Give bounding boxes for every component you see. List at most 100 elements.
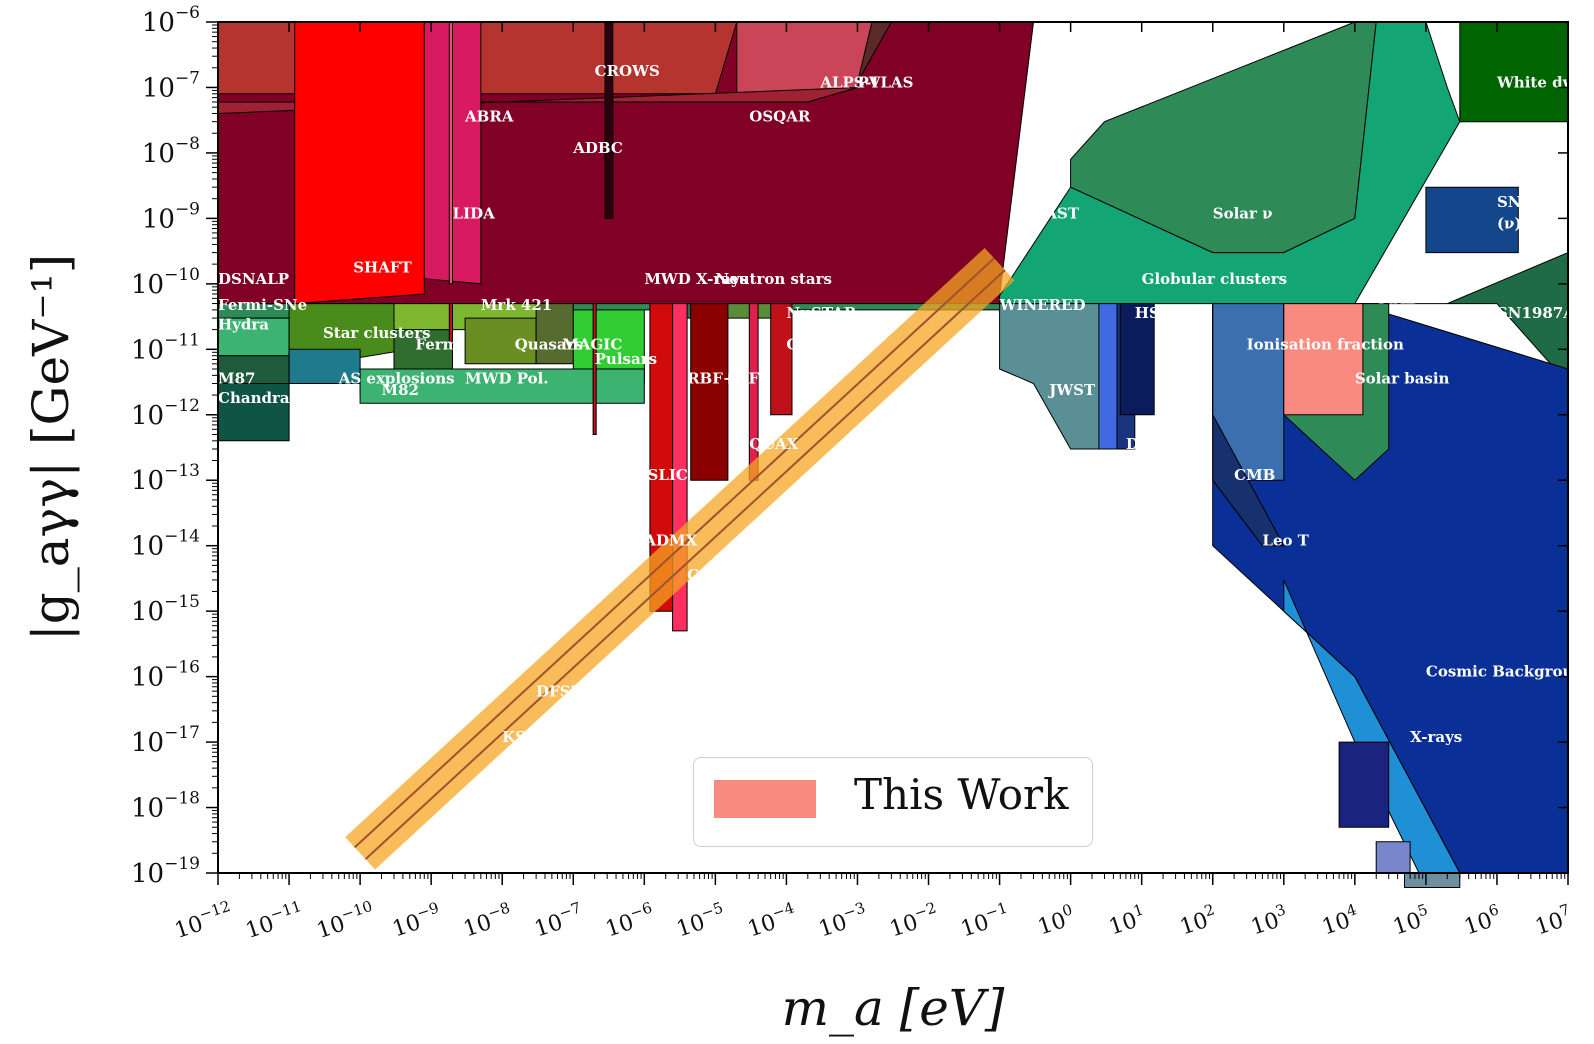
label-crows: CROWS	[595, 62, 660, 80]
region-adbc	[604, 21, 614, 219]
x-tick-exponent: 6	[1486, 900, 1501, 920]
x-tick-label: 10−2	[885, 898, 942, 942]
label-base: BASE	[465, 447, 512, 465]
label-winered: WINERED	[999, 296, 1086, 314]
y-tick-label: 10−18	[131, 789, 200, 824]
x-tick-label: 10−3	[814, 898, 871, 942]
y-tick-label: 10−15	[131, 592, 200, 627]
x-tick-label: 101	[1104, 900, 1149, 940]
y-tick-exponent: −9	[175, 199, 200, 219]
regions-layer	[217, 21, 1569, 888]
region-globular-clusters	[999, 21, 1461, 305]
label-mwd-pol: MWD Pol.	[465, 370, 548, 388]
y-tick-exponent: −13	[164, 461, 200, 481]
region-this-work	[1283, 303, 1364, 416]
qcd-axion-band	[345, 247, 1015, 870]
x-tick-exponent: −4	[770, 898, 797, 922]
band-line-ksvz	[364, 269, 1006, 860]
label-hst: HST	[1142, 500, 1179, 518]
region-white-dwarfs	[1459, 21, 1569, 123]
x-tick-label: 102	[1175, 900, 1220, 940]
region-organ	[770, 303, 793, 416]
x-tick-exponent: 5	[1415, 900, 1430, 920]
label-chandra: Chandra	[218, 389, 290, 407]
label-adbc: ADBC	[572, 139, 623, 157]
region-mwd-pol	[359, 368, 645, 404]
x-tick-exponent: −2	[912, 898, 939, 922]
y-tick-label: 10−16	[131, 658, 200, 693]
x-tick-exponent: −6	[628, 898, 655, 922]
label-quax: QUAX	[749, 435, 798, 453]
label-magic: MAGIC	[562, 335, 622, 353]
x-tick-label: 107	[1531, 900, 1576, 940]
label-: (ν)	[1497, 215, 1522, 233]
region-base	[448, 303, 453, 350]
region-cmb	[1212, 303, 1285, 547]
x-tick-exponent: −7	[557, 898, 584, 922]
label-leo-t: Leo T	[1262, 532, 1309, 550]
label-solar: Solar ν	[1213, 204, 1273, 222]
x-tick-exponent: −9	[415, 898, 442, 922]
label-sn1987a: SN1987A	[1497, 193, 1575, 211]
region-nustar	[1375, 841, 1411, 874]
y-tick-label: 10−17	[131, 723, 200, 758]
label-star-clusters: Star clusters	[323, 324, 431, 342]
x-tick-label: 10−11	[241, 897, 307, 944]
label-m87: M87	[218, 370, 255, 388]
x-tick-exponent: −10	[339, 897, 375, 924]
region-muse	[1098, 303, 1118, 450]
y-tick-exponent: −11	[164, 330, 200, 350]
label-fermi-sne: Fermi-SNe	[218, 296, 307, 314]
label-alps-i: ALPS-I	[819, 73, 878, 91]
region-quax	[748, 303, 759, 481]
label-admxslic: ADMXSLIC	[594, 466, 688, 484]
legend-swatch	[714, 780, 816, 818]
label-desi: DESI	[1126, 435, 1168, 453]
label-capp: CAPP	[687, 566, 733, 584]
label-muse: MUSE	[1105, 500, 1157, 518]
label-rbf-uf: RBF+UF	[687, 370, 759, 388]
x-tick-label: 10−5	[672, 898, 729, 942]
x-tick-label: 104	[1318, 900, 1363, 940]
y-tick-exponent: −16	[164, 658, 200, 678]
y-tick-exponent: −8	[175, 134, 200, 154]
x-tick-label: 106	[1460, 900, 1505, 940]
label-fermi: Fermi	[415, 335, 464, 353]
label-dfsz: DFSZ	[536, 682, 581, 700]
y-tick-exponent: −14	[164, 527, 200, 547]
y-tick-label: 10−7	[142, 68, 200, 103]
x-tick-exponent: 4	[1344, 900, 1359, 920]
y-tick-exponent: −12	[164, 396, 200, 416]
y-tick-label: 10−12	[131, 396, 200, 431]
x-tick-exponent: −11	[268, 897, 304, 924]
y-tick-label: 10−11	[131, 330, 200, 365]
label-mwd-x-rays: MWD X-rays	[644, 270, 748, 288]
x-tick-exponent: −5	[699, 898, 726, 922]
region-rbf-uf	[690, 303, 729, 481]
label-cosmic-background: Cosmic Background	[1426, 663, 1594, 681]
label-nustar: NuSTAR	[786, 304, 856, 322]
y-tick-exponent: −15	[164, 592, 200, 612]
legend-label: This Work	[854, 770, 1069, 819]
region-sn1987a	[1425, 186, 1519, 254]
label-jwst: JWST	[1047, 381, 1096, 399]
label-quasars: Quasars	[515, 335, 583, 353]
y-tick-label: 10−9	[142, 199, 200, 234]
region-jwst	[999, 303, 1105, 450]
label-nustar: NuSTAR	[1247, 828, 1317, 846]
y-tick-exponent: −7	[175, 68, 200, 88]
x-tick-exponent: −1	[983, 898, 1010, 922]
label-sn1987a: SN1987A (γ)	[1497, 304, 1594, 322]
label-pvlas: PVLAS	[857, 73, 913, 91]
y-tick-label: 10−10	[131, 265, 200, 300]
band-line-dfsz	[354, 257, 995, 849]
label-cast: CAST	[1033, 204, 1079, 222]
label-osqar: OSQAR	[749, 108, 811, 126]
y-tick-label: 10−14	[131, 527, 200, 562]
region-hst	[1119, 303, 1155, 416]
x-tick-label: 10−7	[530, 898, 587, 942]
region-integral	[1404, 872, 1461, 888]
label-m82: M82	[381, 381, 418, 399]
x-tick-label: 10−1	[956, 898, 1013, 942]
